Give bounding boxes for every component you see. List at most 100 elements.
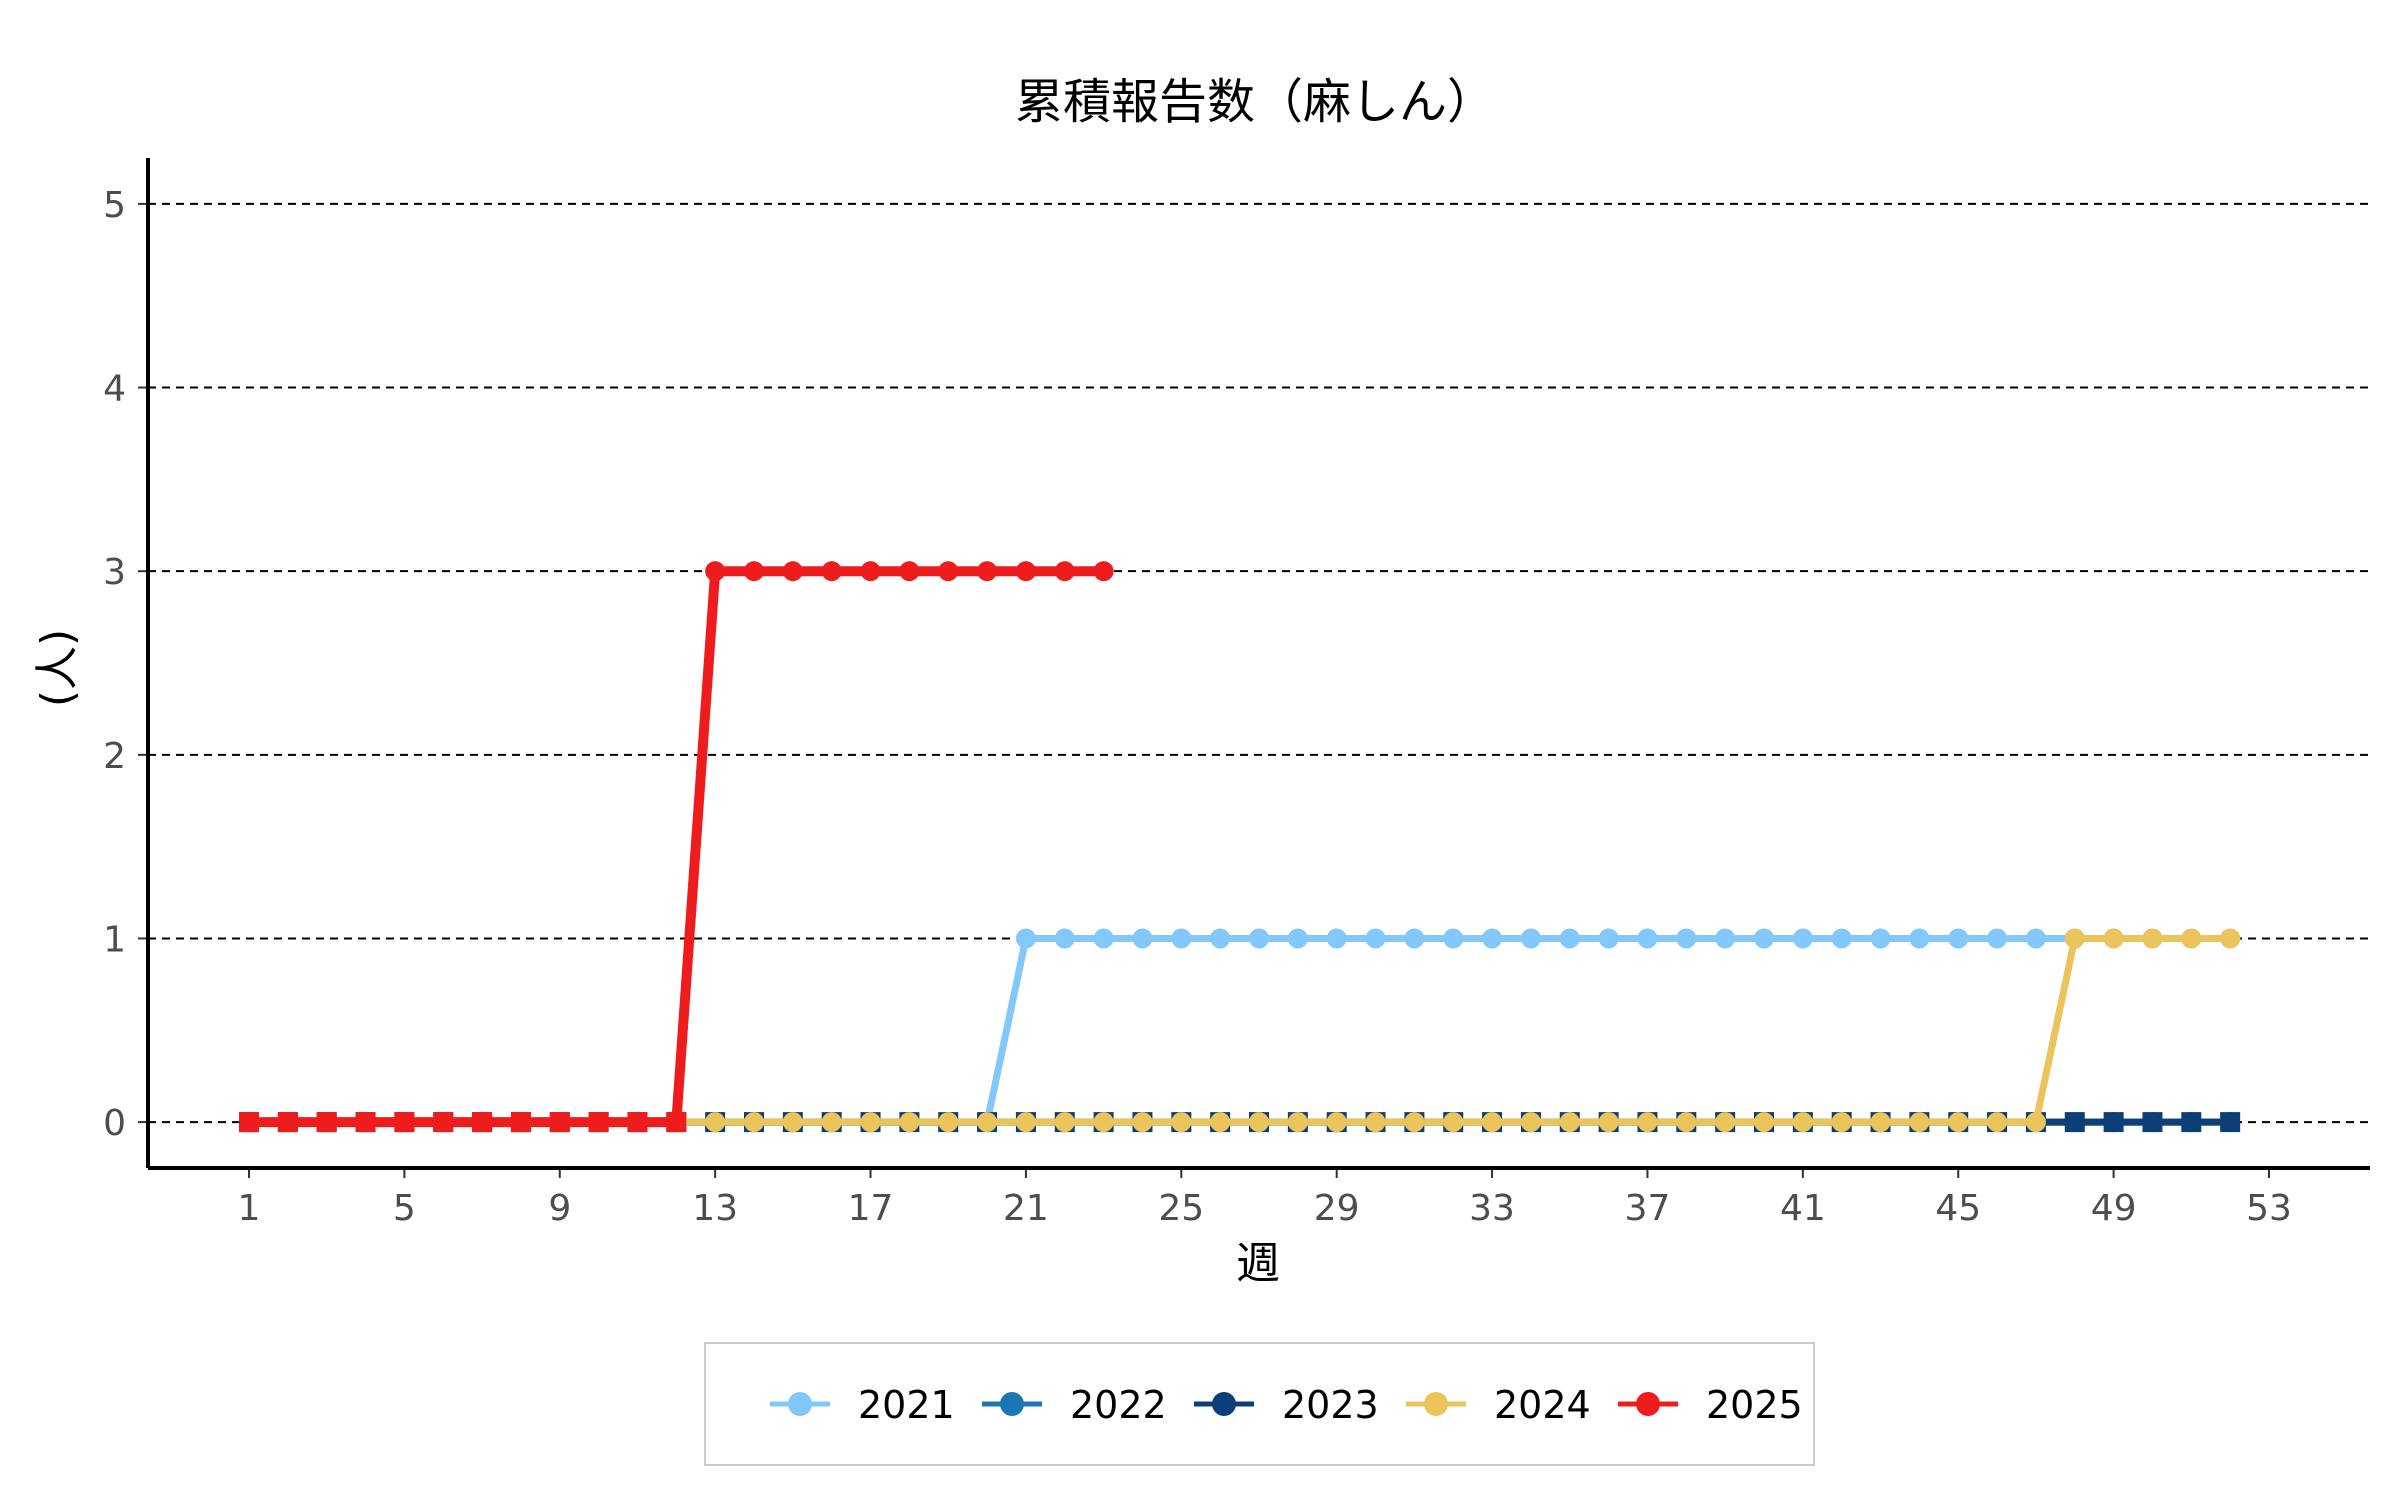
point-2024-w16 [821, 1112, 842, 1133]
point-2021-w23 [1093, 928, 1114, 949]
point-2023-w48 [2064, 1112, 2085, 1133]
gridlines [148, 202, 2370, 1124]
point-2021-w30 [1365, 928, 1386, 949]
point-2024-w51 [2181, 928, 2202, 949]
point-2024-w17 [860, 1112, 881, 1133]
series-2024 [239, 928, 2241, 1133]
legend-item-2023: 2023 [1194, 1383, 1379, 1427]
point-2024-w24 [1132, 1112, 1153, 1133]
series-2025 [239, 561, 1114, 1133]
point-2021-w44 [1909, 928, 1930, 949]
point-2024-w42 [1831, 1112, 1852, 1133]
x-tick-label-45: 45 [1935, 1188, 1981, 1229]
point-2025-w15 [782, 561, 803, 582]
point-2021-w28 [1287, 928, 1308, 949]
point-2024-w23 [1093, 1112, 1114, 1133]
point-2025-w18 [899, 561, 920, 582]
x-tick-label-49: 49 [2091, 1188, 2137, 1229]
point-2024-w46 [1987, 1112, 2008, 1133]
legend-marker-2025 [1636, 1392, 1660, 1416]
legend-marker-2023 [1212, 1392, 1236, 1416]
point-2021-w24 [1132, 928, 1153, 949]
point-2021-w22 [1054, 928, 1075, 949]
point-2024-w31 [1404, 1112, 1425, 1133]
point-2024-w28 [1287, 1112, 1308, 1133]
x-axis-title: 週 [1236, 1238, 1280, 1289]
y-tick-label-3: 3 [103, 552, 126, 593]
series-line-2021 [249, 935, 2231, 1126]
point-2024-w39 [1715, 1112, 1736, 1133]
chart-title: 累積報告数（麻しん） [1015, 74, 1495, 130]
y-tick-label-1: 1 [103, 919, 126, 960]
y-tick-label-2: 2 [103, 736, 126, 777]
legend-label-2025: 2025 [1706, 1383, 1803, 1427]
point-2024-w48 [2064, 928, 2085, 949]
point-2024-w43 [1870, 1112, 1891, 1133]
point-2025-w16 [821, 561, 842, 582]
x-tick-label-53: 53 [2246, 1188, 2292, 1229]
x-tick-label-5: 5 [393, 1188, 416, 1229]
point-2024-w14 [744, 1112, 764, 1133]
x-tick-label-29: 29 [1314, 1188, 1360, 1229]
point-2021-w39 [1715, 928, 1736, 949]
point-2021-w26 [1210, 928, 1231, 949]
point-2025-w19 [938, 561, 959, 582]
y-tick-label-0: 0 [103, 1103, 126, 1144]
legend-marker-2024 [1424, 1392, 1448, 1416]
point-2021-w34 [1520, 928, 1541, 949]
point-2025-w5 [394, 1112, 415, 1133]
point-2024-w33 [1482, 1112, 1503, 1133]
point-2025-w3 [316, 1112, 337, 1133]
point-2024-w25 [1171, 1112, 1192, 1133]
series-2021 [239, 928, 2241, 1133]
point-2025-w4 [355, 1112, 376, 1133]
legend-label-2022: 2022 [1070, 1383, 1167, 1427]
point-2024-w13 [705, 1112, 726, 1133]
point-2025-w17 [860, 561, 881, 582]
point-2024-w21 [1015, 1112, 1036, 1133]
legend-item-2024: 2024 [1406, 1383, 1591, 1427]
series-group [239, 561, 2241, 1133]
legend: 2021 2022 2023 2024 2025 [704, 1342, 1815, 1466]
point-2024-w15 [782, 1112, 803, 1133]
x-tick-label-25: 25 [1158, 1188, 1204, 1229]
point-2024-w30 [1365, 1112, 1386, 1133]
x-tick-label-41: 41 [1780, 1188, 1826, 1229]
point-2021-w47 [2025, 928, 2046, 949]
point-2025-w9 [549, 1112, 570, 1133]
point-2021-w40 [1754, 928, 1774, 949]
point-2025-w20 [977, 561, 998, 582]
point-2024-w19 [938, 1112, 959, 1133]
point-2024-w36 [1598, 1112, 1619, 1133]
point-2024-w45 [1948, 1112, 1969, 1133]
y-axis-title: (人) [32, 629, 83, 707]
point-2021-w46 [1987, 928, 2008, 949]
point-2024-w47 [2025, 1112, 2046, 1133]
legend-label-2023: 2023 [1282, 1383, 1379, 1427]
legend-item-2025: 2025 [1618, 1383, 1803, 1427]
x-tick-label-17: 17 [848, 1188, 894, 1229]
y-tick-label-5: 5 [103, 185, 126, 226]
point-2025-w10 [588, 1112, 609, 1133]
point-2023-w50 [2142, 1112, 2163, 1133]
point-2024-w29 [1326, 1112, 1347, 1133]
point-2023-w51 [2181, 1112, 2202, 1133]
point-2024-w32 [1443, 1112, 1464, 1133]
legend-marker-2021 [788, 1392, 812, 1416]
legend-label-2024: 2024 [1494, 1383, 1591, 1427]
point-2025-w12 [666, 1112, 687, 1133]
point-2025-w6 [433, 1112, 454, 1133]
point-2024-w22 [1054, 1112, 1075, 1133]
y-tick-label-4: 4 [103, 369, 126, 410]
point-2025-w23 [1093, 561, 1114, 582]
point-2025-w21 [1015, 561, 1036, 582]
point-2025-w1 [239, 1112, 259, 1133]
point-2021-w42 [1831, 928, 1852, 949]
point-2021-w45 [1948, 928, 1969, 949]
point-2024-w38 [1676, 1112, 1697, 1133]
point-2021-w31 [1404, 928, 1425, 949]
point-2025-w8 [510, 1112, 531, 1133]
point-2025-w2 [277, 1112, 298, 1133]
